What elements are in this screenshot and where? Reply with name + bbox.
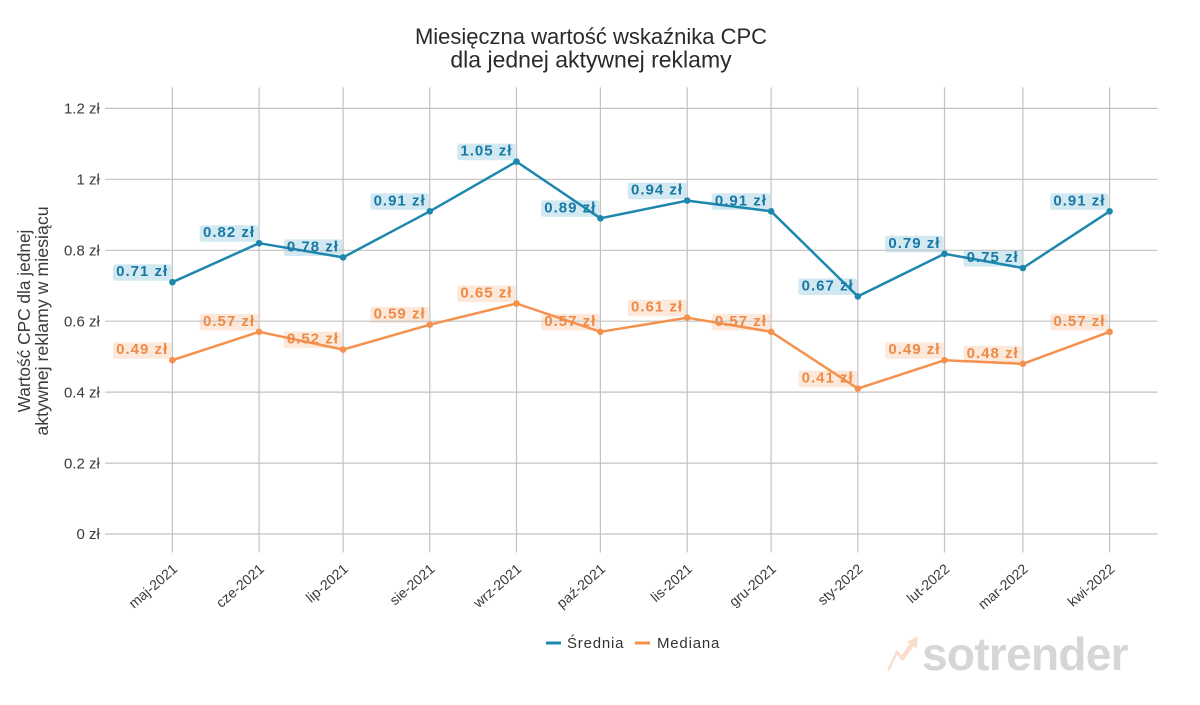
svg-text:0.57 zł: 0.57 zł (1053, 313, 1105, 330)
svg-text:0.49 zł: 0.49 zł (116, 341, 168, 358)
svg-text:Średnia: Średnia (567, 634, 624, 652)
svg-text:0.91 zł: 0.91 zł (715, 192, 767, 209)
svg-text:0.91 zł: 0.91 zł (374, 192, 426, 209)
svg-text:0.41 zł: 0.41 zł (802, 370, 854, 387)
svg-text:0.59 zł: 0.59 zł (374, 306, 426, 323)
svg-text:Wartość CPC dla jednej: Wartość CPC dla jednej (14, 230, 34, 413)
svg-text:0.2 zł: 0.2 zł (64, 455, 101, 472)
svg-text:0.82 zł: 0.82 zł (203, 224, 255, 241)
svg-text:0.94 zł: 0.94 zł (631, 182, 683, 199)
svg-text:1.05 zł: 1.05 zł (460, 143, 512, 160)
svg-text:0.52 zł: 0.52 zł (287, 331, 339, 348)
svg-text:1.2 zł: 1.2 zł (64, 101, 101, 118)
svg-text:Mediana: Mediana (657, 635, 720, 652)
svg-text:dla jednej aktywnej reklamy: dla jednej aktywnej reklamy (450, 47, 732, 73)
svg-text:0.75 zł: 0.75 zł (967, 249, 1019, 266)
svg-text:0.57 zł: 0.57 zł (203, 313, 255, 330)
svg-text:0.8 zł: 0.8 zł (64, 243, 101, 260)
svg-text:0.78 zł: 0.78 zł (287, 238, 339, 255)
svg-text:0.57 zł: 0.57 zł (715, 313, 767, 330)
svg-text:0.61 zł: 0.61 zł (631, 299, 683, 316)
svg-text:0.49 zł: 0.49 zł (888, 341, 940, 358)
svg-text:0.6 zł: 0.6 zł (64, 313, 101, 330)
svg-text:Miesięczna wartość wskaźnika C: Miesięczna wartość wskaźnika CPC (415, 24, 767, 49)
svg-text:0.89 zł: 0.89 zł (544, 199, 596, 216)
svg-text:0.65 zł: 0.65 zł (460, 285, 512, 302)
svg-text:0.4 zł: 0.4 zł (64, 384, 101, 401)
svg-text:0.71 zł: 0.71 zł (116, 263, 168, 280)
svg-text:aktywnej reklamy w miesiącu: aktywnej reklamy w miesiącu (32, 206, 52, 435)
svg-text:sotrender: sotrender (922, 628, 1129, 680)
svg-text:0.57 zł: 0.57 zł (544, 313, 596, 330)
svg-text:1 zł: 1 zł (76, 172, 100, 189)
svg-text:0.91 zł: 0.91 zł (1053, 192, 1105, 209)
svg-text:0 zł: 0 zł (76, 526, 100, 543)
svg-text:0.67 zł: 0.67 zł (802, 277, 854, 294)
svg-text:0.48 zł: 0.48 zł (967, 345, 1019, 362)
svg-text:0.79 zł: 0.79 zł (888, 235, 940, 252)
